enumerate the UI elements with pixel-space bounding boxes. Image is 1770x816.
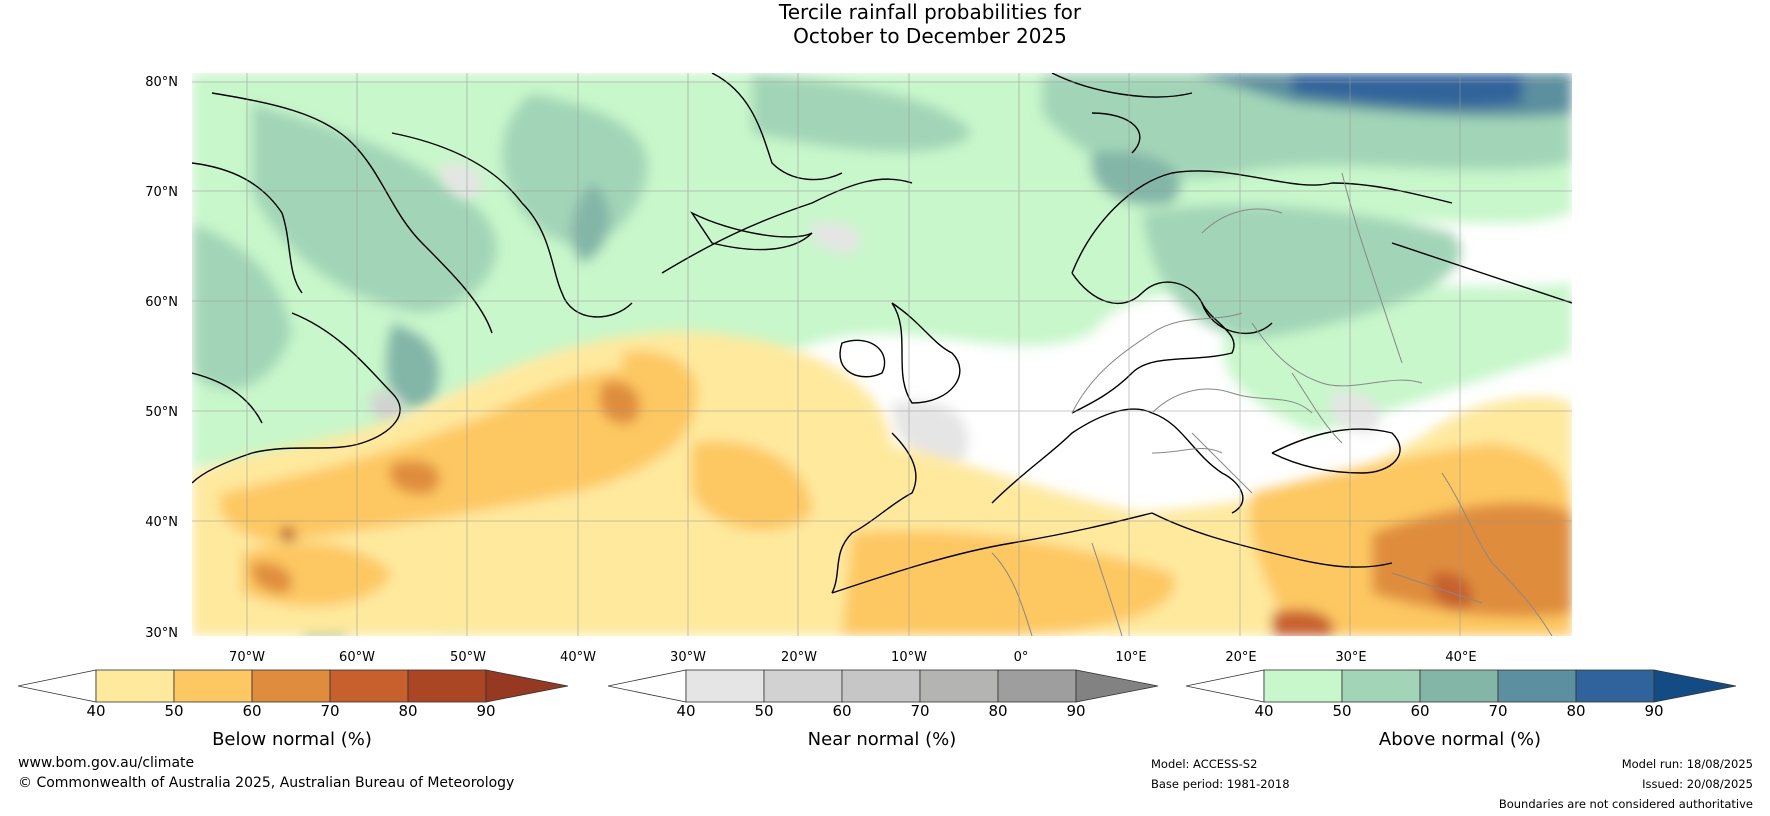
lat-label-60n: 60°N	[145, 295, 178, 310]
cbar0-seg-1	[95, 669, 175, 703]
lat-label-40n: 40°N	[145, 515, 178, 530]
graticule	[192, 73, 1572, 636]
cbar0-seg-4	[329, 669, 409, 703]
colorbar-near-normal	[608, 669, 1159, 703]
cbar1-seg-0	[608, 669, 687, 703]
lon-label-70w: 70°W	[229, 650, 265, 665]
cbar-tick: 90	[1066, 702, 1086, 720]
cbar-tick: 80	[988, 702, 1008, 720]
colorbar-below-normal	[18, 669, 569, 703]
cbar2-seg-5	[1575, 669, 1655, 703]
lon-label-30e: 30°E	[1335, 650, 1367, 665]
cbar0-seg-5	[407, 669, 487, 703]
lon-label-60w: 60°W	[339, 650, 375, 665]
below-normal-regions	[192, 331, 1572, 636]
lon-label-50w: 50°W	[450, 650, 486, 665]
cbar1-seg-3	[841, 669, 921, 703]
cbar0-seg-6	[485, 669, 569, 703]
cbar-tick: 60	[832, 702, 852, 720]
lat-label-30n: 30°N	[145, 626, 178, 641]
model-text: Model: ACCESS-S2	[1151, 757, 1258, 771]
lon-label-40e: 40°E	[1445, 650, 1477, 665]
cbar-tick: 90	[1644, 702, 1664, 720]
cbar-tick: 40	[676, 702, 696, 720]
lat-label-50n: 50°N	[145, 405, 178, 420]
near-normal-regions	[370, 163, 1380, 466]
lon-label-40w: 40°W	[560, 650, 596, 665]
lat-label-80n: 80°N	[145, 75, 178, 90]
cbar2-seg-4	[1497, 669, 1577, 703]
lon-label-20w: 20°W	[781, 650, 817, 665]
rainfall-probability-map	[192, 73, 1572, 636]
cbar-tick: 40	[86, 702, 106, 720]
title-line-1: Tercile rainfall probabilities for	[778, 0, 1082, 24]
colorbar-title-near: Near normal (%)	[807, 729, 957, 750]
lon-label-10e: 10°E	[1115, 650, 1147, 665]
lon-label-0: 0°	[1013, 650, 1029, 665]
cbar-tick: 50	[754, 702, 774, 720]
base-period-text: Base period: 1981-2018	[1151, 777, 1290, 791]
issued-text: Issued: 20/08/2025	[1642, 777, 1753, 791]
cbar1-seg-5	[997, 669, 1077, 703]
copyright-text: © Commonwealth of Australia 2025, Austra…	[18, 775, 515, 791]
colorbar-title-above: Above normal (%)	[1378, 729, 1542, 750]
website-link[interactable]: www.bom.gov.au/climate	[18, 755, 195, 771]
cbar-tick: 60	[242, 702, 262, 720]
cbar0-seg-0	[18, 669, 97, 703]
lon-label-20e: 20°E	[1225, 650, 1257, 665]
cbar-tick: 50	[164, 702, 184, 720]
cbar-tick: 40	[1254, 702, 1274, 720]
cbar-tick: 90	[476, 702, 496, 720]
cbar-tick: 70	[910, 702, 930, 720]
cbar1-seg-4	[919, 669, 999, 703]
cbar0-seg-2	[173, 669, 253, 703]
cbar2-seg-3	[1419, 669, 1499, 703]
map-title: Tercile rainfall probabilities for Octob…	[0, 0, 1770, 48]
cbar1-seg-6	[1075, 669, 1159, 703]
lon-label-30w: 30°W	[670, 650, 706, 665]
cbar-tick: 70	[1488, 702, 1508, 720]
cbar2-seg-2	[1341, 669, 1421, 703]
colorbar-title-below: Below normal (%)	[212, 729, 372, 750]
cbar2-seg-0	[1186, 669, 1265, 703]
disclaimer-text: Boundaries are not considered authoritat…	[1498, 797, 1753, 811]
colorbar-above-normal	[1186, 669, 1737, 703]
title-line-2: October to December 2025	[793, 24, 1067, 48]
cbar-tick: 50	[1332, 702, 1352, 720]
cbar-tick: 80	[1566, 702, 1586, 720]
lon-label-10w: 10°W	[891, 650, 927, 665]
cbar1-seg-2	[763, 669, 843, 703]
coastlines	[192, 73, 1572, 594]
cbar-tick: 60	[1410, 702, 1430, 720]
cbar2-seg-1	[1263, 669, 1343, 703]
country-borders	[991, 172, 1553, 636]
cbar2-seg-6	[1653, 669, 1737, 703]
lat-label-70n: 70°N	[145, 185, 178, 200]
cbar-tick: 80	[398, 702, 418, 720]
cbar-tick: 70	[320, 702, 340, 720]
model-run-text: Model run: 18/08/2025	[1621, 757, 1753, 771]
cbar0-seg-3	[251, 669, 331, 703]
cbar1-seg-1	[685, 669, 765, 703]
